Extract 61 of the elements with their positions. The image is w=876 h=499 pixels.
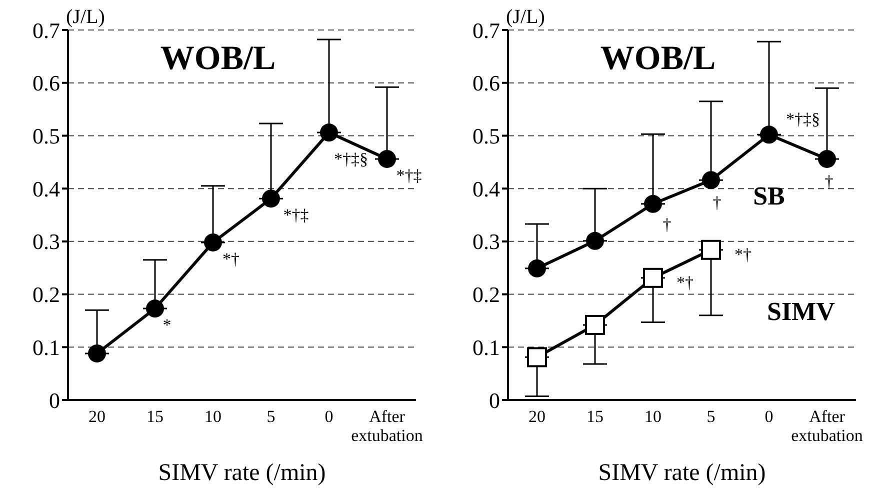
- point: [585, 314, 605, 335]
- text: SIMV: [767, 296, 836, 326]
- y-tick-label: 0.5: [472, 124, 500, 149]
- chart-title: WOB/L: [600, 40, 716, 77]
- y-axis-title: (J/L): [506, 6, 545, 29]
- x-tick-label: 15: [146, 407, 164, 426]
- y-tick-label: 0.7: [472, 18, 500, 43]
- y-tick-label: 0.4: [32, 176, 60, 202]
- x-tick-label: After extubation: [791, 407, 864, 445]
- point: [204, 233, 222, 252]
- point: [818, 150, 836, 168]
- y-tick-label: 0.1: [472, 334, 500, 360]
- y-axis-title: (J/L): [66, 6, 105, 29]
- point: [320, 124, 338, 142]
- x-tick-label: 0: [764, 407, 774, 426]
- series-label: SB: [753, 182, 785, 211]
- annotation: †: [662, 214, 672, 234]
- y-tick-label: 0.6: [472, 70, 500, 96]
- y-tick-label: 0.5: [32, 124, 60, 149]
- point: [644, 194, 662, 213]
- point: [760, 126, 778, 144]
- x-axis-title: SIMV rate (/min): [598, 460, 766, 486]
- x-tick-label: After extubation: [351, 407, 424, 445]
- x-tick-label: 0: [324, 407, 334, 426]
- point: [88, 344, 106, 362]
- annotation: †: [712, 193, 722, 212]
- y-tick-label: 0.3: [32, 229, 60, 254]
- point: [262, 190, 280, 208]
- point: [586, 232, 604, 250]
- annotation: *†‡: [396, 166, 422, 185]
- y-tick-label: 0.2: [32, 282, 60, 308]
- y-tick-label: 0.6: [32, 70, 60, 96]
- x-tick-label: 10: [204, 407, 222, 426]
- annotation: *†‡§: [786, 110, 820, 129]
- annotation: *†‡: [283, 206, 309, 225]
- point: [701, 240, 721, 260]
- annotation: *†: [222, 249, 240, 268]
- annotation: *: [162, 316, 172, 335]
- x-tick-label: 20: [528, 407, 546, 426]
- annotation: *†: [676, 272, 694, 292]
- point: [146, 300, 164, 318]
- x-axis-title: SIMV rate (/min): [158, 460, 326, 486]
- x-tick-label: 5: [266, 407, 276, 426]
- x-tick-label: 20: [88, 407, 106, 426]
- point: [643, 268, 663, 288]
- point: [378, 150, 396, 168]
- annotation: *†‡§: [334, 150, 368, 169]
- y-tick-label: 0.2: [472, 282, 500, 308]
- point: [528, 259, 546, 278]
- annotation: †: [824, 172, 834, 191]
- y-tick-label: 0.3: [472, 229, 500, 254]
- y-tick-label: 0.4: [472, 176, 500, 202]
- point: [702, 171, 720, 190]
- annotation: *†: [734, 244, 752, 264]
- point: [527, 347, 547, 368]
- x-tick-label: 15: [586, 407, 604, 426]
- y-tick-label: 0.7: [32, 18, 60, 43]
- x-tick-label: 10: [644, 407, 662, 426]
- y-tick-label: 0.1: [32, 334, 60, 360]
- x-tick-label: 5: [706, 407, 716, 426]
- chart-title: WOB/L: [160, 40, 276, 77]
